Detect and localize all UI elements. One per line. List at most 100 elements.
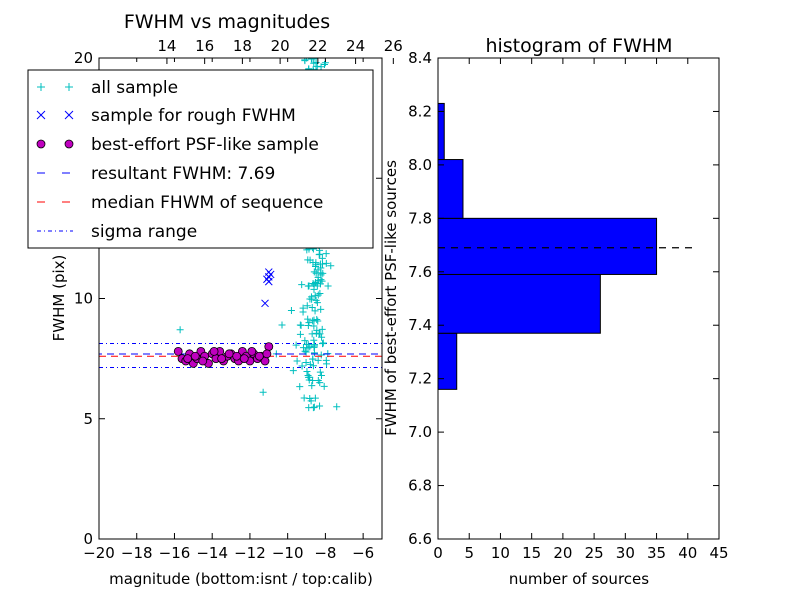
all-sample-point: [303, 368, 311, 376]
all-sample-point: [304, 321, 312, 329]
scatter-x-tick-label: −18: [121, 544, 153, 562]
histogram-y-axis-label: FWHM of best-effort PSF-like sources: [382, 160, 400, 436]
all-sample-point: [317, 280, 325, 288]
all-sample-point: [317, 351, 325, 359]
rough-sample-point: [264, 277, 273, 286]
all-sample-point: [310, 322, 318, 330]
all-sample-point: [308, 303, 316, 311]
legend-entry-all-sample: all sample: [37, 78, 178, 98]
all-sample-point: [289, 367, 297, 375]
histogram-x-tick-label: 15: [522, 544, 541, 562]
legend-label-sigma-range: sigma range: [91, 222, 197, 242]
all-sample-point: [293, 357, 301, 365]
histogram-plot-area: 0 5 10 15 20 25 30 35 40 45 6.6 6.8 7.0 7.2 7.4 7.6 7.8 8…: [408, 49, 728, 562]
psf-sample-point: [232, 351, 242, 361]
all-sample-point: [308, 58, 316, 63]
histogram-axes-frame: [437, 57, 720, 540]
histogram-y-tick-label: 7.8: [408, 209, 432, 227]
all-sample-point: [308, 330, 316, 338]
legend-frame: [27, 69, 374, 249]
histogram-y-tick-label: 8.4: [408, 49, 432, 67]
rough-sample-point: [261, 299, 269, 308]
legend-label-rough-sample: sample for rough FWHM: [91, 106, 296, 126]
histogram-x-axis-label: number of sources: [509, 570, 649, 588]
legend-label-psf-sample: best-effort PSF-like sample: [91, 135, 319, 155]
all-sample-point: [310, 268, 318, 276]
scatter-x-tick-label: −16: [159, 544, 191, 562]
psf-sample-point: [254, 351, 264, 361]
all-sample-point: [304, 282, 312, 290]
scatter-y-tick-label: 5: [83, 410, 93, 428]
all-sample-point: [176, 326, 184, 334]
all-sample-point: [303, 58, 311, 62]
all-sample-point: [309, 362, 317, 370]
psf-sample-point: [198, 356, 208, 366]
scatter-top-tick-label: 26: [384, 37, 403, 55]
scatter-y-axis-label: FWHM (pix): [50, 255, 68, 342]
histogram-x-tick-label: 0: [433, 544, 443, 562]
histogram-y-tick-label: 6.8: [408, 477, 432, 495]
scatter-y-tick-label: 10: [74, 290, 93, 308]
histogram-x-tick-label: 40: [678, 544, 697, 562]
all-sample-point: [313, 316, 321, 324]
scatter-top-tick-label: 22: [308, 37, 327, 55]
all-sample-point: [306, 360, 314, 368]
all-sample-point: [310, 336, 318, 344]
scatter-top-tick-label: 14: [157, 37, 176, 55]
all-sample-point: [292, 341, 300, 349]
psf-sample-point: [264, 342, 274, 352]
all-sample-point: [304, 341, 312, 349]
legend-entry-median-fwhm: median FHWM of sequence: [37, 193, 323, 213]
scatter-axes-frame: [98, 57, 383, 540]
all-sample-point: [301, 337, 309, 345]
psf-sample-point: [173, 347, 183, 356]
all-sample-point: [316, 402, 324, 410]
all-sample-point: [319, 340, 327, 348]
all-sample-point: [320, 60, 328, 68]
all-sample-point: [319, 269, 327, 277]
histogram-y-tick-label: 8.2: [408, 102, 432, 120]
all-sample-point: [309, 404, 317, 412]
legend-marker-cross: [36, 110, 74, 120]
all-sample-point: [311, 341, 319, 349]
all-sample-point: [313, 279, 321, 287]
histogram-y-tick-label: 7.4: [408, 316, 432, 334]
all-sample-point: [310, 285, 318, 293]
histogram-x-tick-label: 20: [553, 544, 572, 562]
all-sample-point: [317, 305, 325, 313]
scatter-top-tick-label: 24: [346, 37, 365, 55]
scatter-top-tick-label: 18: [233, 37, 252, 55]
all-sample-point: [302, 359, 310, 367]
histogram-bar: [437, 159, 464, 219]
all-sample-point: [314, 291, 322, 299]
all-sample-point: [306, 373, 314, 381]
histogram-x-tick-label: 30: [616, 544, 635, 562]
scatter-top-tick-label: 16: [195, 37, 214, 55]
scatter-title: FWHM vs magnitudes: [124, 11, 330, 33]
legend-entry-psf-sample: best-effort PSF-like sample: [36, 135, 319, 155]
legend-entry-sigma-range: sigma range: [37, 222, 197, 242]
histogram-x-tick-label: 5: [464, 544, 474, 562]
scatter-x-tick-label: −10: [272, 544, 304, 562]
all-sample-point: [304, 315, 312, 323]
psf-sample-point: [262, 349, 272, 359]
legend-label-median-fwhm: median FHWM of sequence: [91, 193, 323, 213]
all-sample-point: [309, 355, 317, 363]
all-sample-point: [317, 264, 325, 272]
scatter-x-tick-label: −20: [83, 544, 115, 562]
all-sample-point: [327, 262, 335, 270]
all-sample-point: [324, 282, 332, 290]
scatter-y-tick-label: 0: [83, 530, 93, 548]
legend-entry-rough-sample: sample for rough FWHM: [36, 106, 296, 126]
all-sample-point: [322, 250, 330, 258]
psf-sample-point: [209, 347, 219, 356]
scatter-x-tick-label: −12: [234, 544, 266, 562]
legend-label-all-sample: all sample: [91, 78, 178, 98]
all-sample-point: [316, 368, 324, 376]
histogram-x-tick-label: 10: [491, 544, 510, 562]
all-sample-point: [296, 383, 304, 391]
all-sample-point: [317, 372, 325, 380]
legend-entry-resultant-fwhm: resultant FWHM: 7.69: [37, 164, 275, 184]
all-sample-point: [259, 388, 267, 396]
